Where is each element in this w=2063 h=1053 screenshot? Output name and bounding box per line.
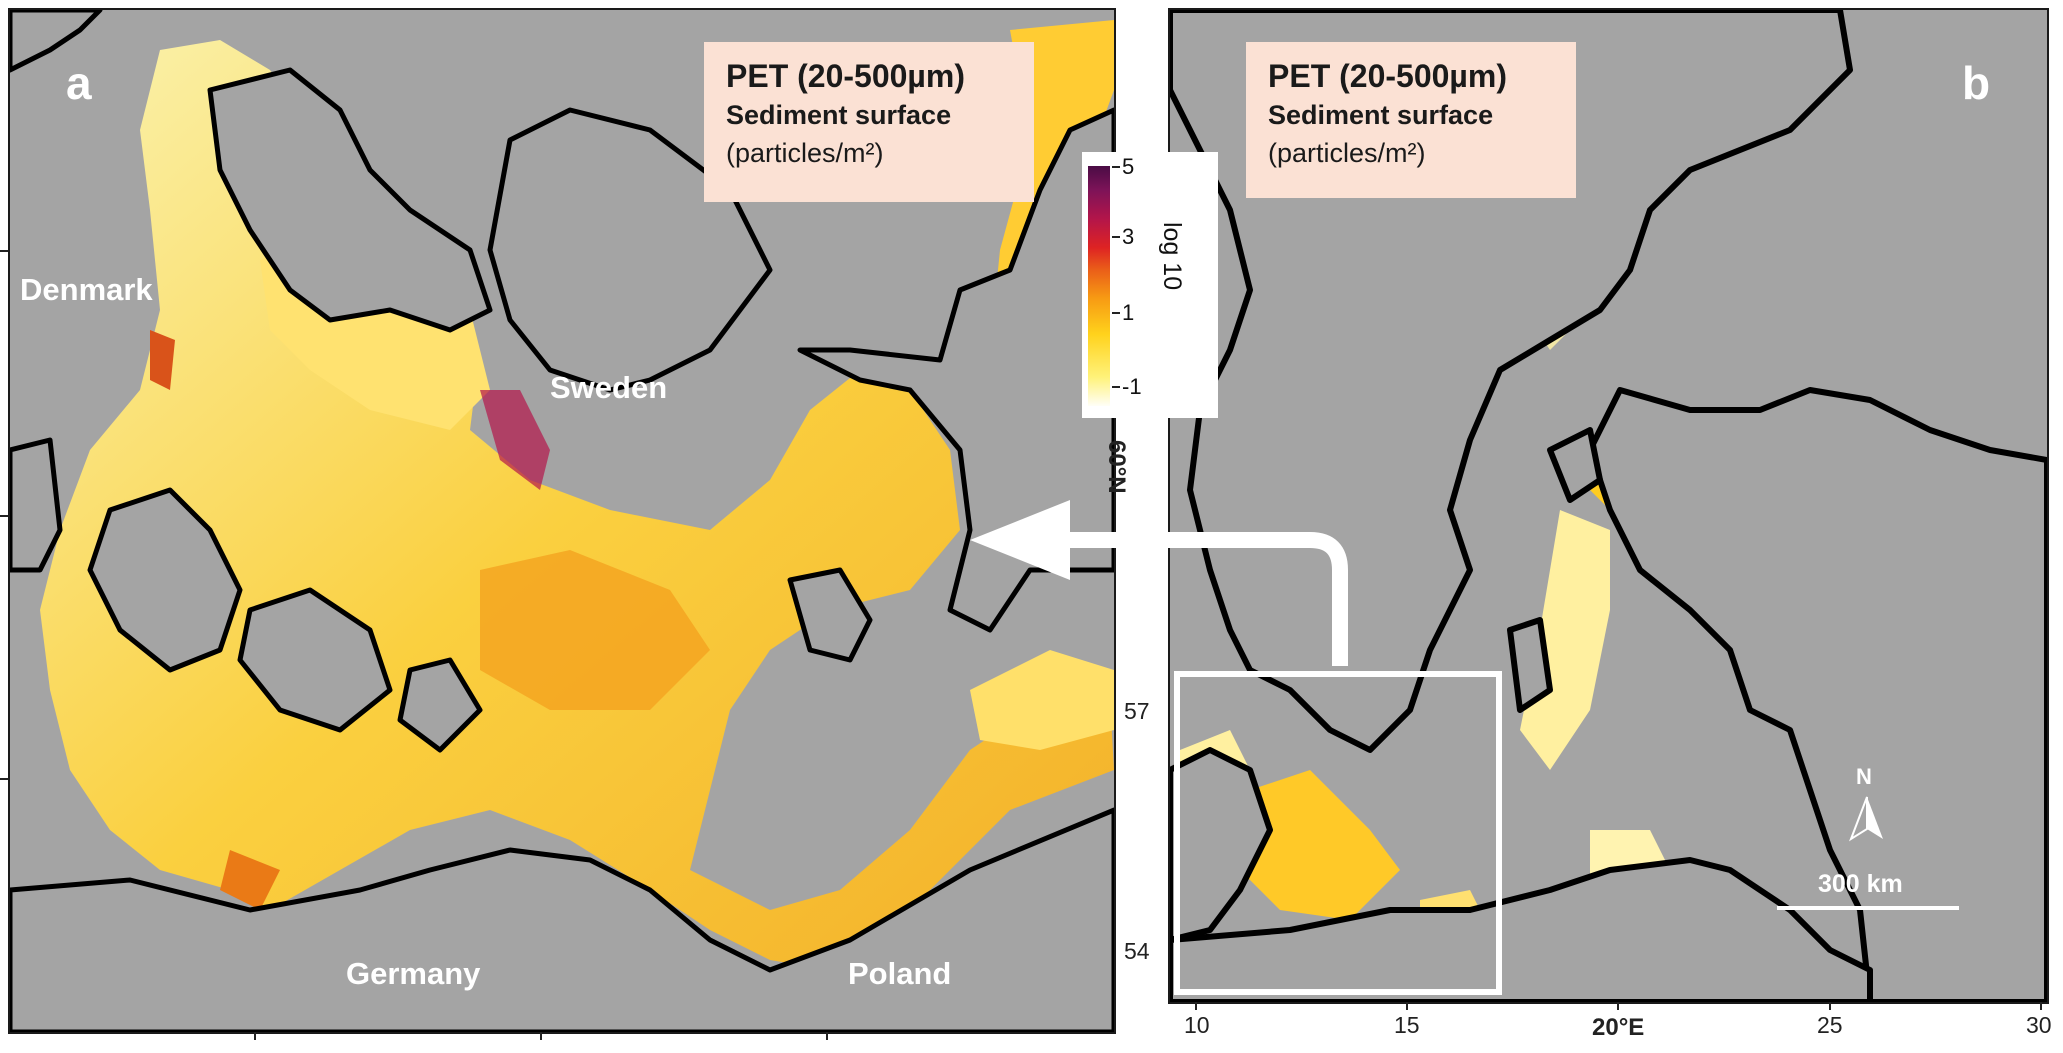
colorbar-tick — [1112, 312, 1120, 314]
longitude-tick — [1829, 1002, 1831, 1010]
scale-bar-label: 300 km — [1818, 870, 1903, 898]
colorbar-tick-label: 1 — [1122, 300, 1135, 325]
latitude-tick-label: 54 — [1124, 938, 1150, 964]
latitude-tick-label: 57 — [1124, 698, 1150, 724]
map-panel-b: b PET (20-500µm) Sediment surface (parti… — [1168, 8, 2049, 1004]
panel-a-map-svg — [10, 10, 1114, 1032]
colorbar-tick — [1112, 166, 1120, 168]
panel-a-lon-tick — [254, 1032, 256, 1040]
colorbar-tick — [1112, 236, 1120, 238]
inset-rectangle — [1174, 671, 1502, 995]
map-panel-a: a PET (20-500µm) Sediment surface (parti… — [8, 8, 1116, 1034]
legend-unit-a: (particles/m²) — [726, 138, 884, 168]
panel-a-lon-tick — [826, 1032, 828, 1040]
land-masses-a — [10, 10, 1114, 1032]
panel-a-lon-tick — [540, 1032, 542, 1040]
longitude-tick-label: 25 — [1817, 1012, 1843, 1038]
longitude-tick — [2040, 1002, 2042, 1010]
legend-unit-b: (particles/m²) — [1268, 138, 1426, 168]
legend-subtitle-a: Sediment surface — [726, 100, 952, 130]
north-arrow-icon — [1849, 796, 1883, 842]
latitude-axis-title: 60°N — [1103, 440, 1130, 494]
country-label-sweden: Sweden — [550, 370, 668, 405]
longitude-tick — [1406, 1002, 1408, 1010]
colorbar-legend: 5 3 1 -1 log 10 — [1082, 152, 1218, 418]
legend-box-a: PET (20-500µm) Sediment surface (particl… — [704, 42, 1034, 202]
legend-subtitle-b: Sediment surface — [1268, 100, 1494, 130]
scale-bar — [1777, 906, 1959, 910]
colorbar-tick-label: -1 — [1122, 374, 1142, 399]
longitude-tick — [1617, 1002, 1619, 1010]
colorbar-title: log 10 — [1158, 222, 1186, 291]
panel-a-lat-tick — [0, 778, 8, 780]
panel-a-lat-tick — [0, 250, 8, 252]
colorbar-tick-label: 3 — [1122, 224, 1135, 249]
panel-letter-b: b — [1962, 57, 1991, 109]
north-label: N — [1856, 764, 1872, 789]
panel-a-lat-tick — [0, 515, 8, 517]
legend-title-b: PET (20-500µm) — [1268, 58, 1507, 94]
panel-letter-a: a — [66, 57, 92, 109]
longitude-tick-label: 10 — [1184, 1012, 1210, 1038]
legend-title-a: PET (20-500µm) — [726, 58, 965, 94]
legend-box-b: PET (20-500µm) Sediment surface (particl… — [1246, 42, 1576, 198]
country-label-poland: Poland — [848, 956, 952, 991]
colorbar-gradient — [1088, 166, 1110, 406]
country-label-denmark: Denmark — [20, 272, 153, 307]
country-label-germany: Germany — [346, 956, 481, 991]
longitude-axis-title: 20°E — [1592, 1014, 1645, 1041]
colorbar-tick-label: 5 — [1122, 154, 1135, 179]
longitude-tick-label: 30 — [2026, 1012, 2052, 1038]
longitude-tick-label: 15 — [1394, 1012, 1420, 1038]
inset-link-arrow — [970, 500, 1348, 666]
colorbar-tick — [1112, 386, 1120, 388]
longitude-tick — [1195, 1002, 1197, 1010]
